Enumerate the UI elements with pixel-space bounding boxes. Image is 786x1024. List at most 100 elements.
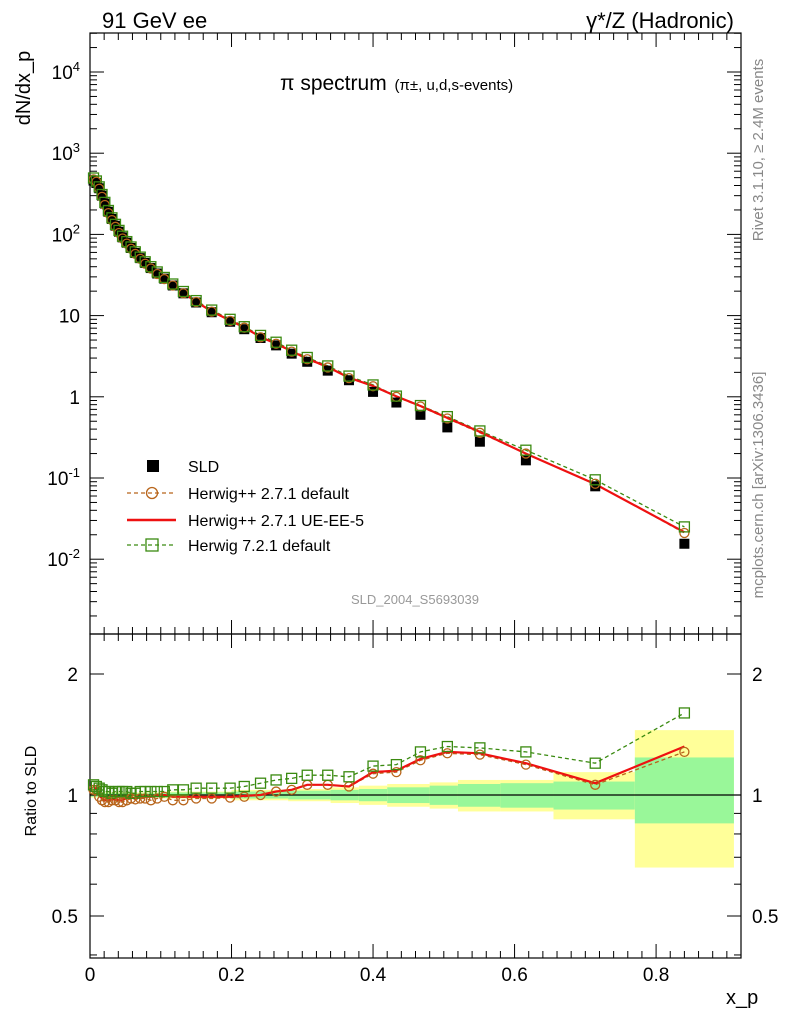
sld-point [474,436,485,447]
ratio-hw271-default-point [367,768,379,779]
mcplots-site-label: mcplots.cern.ch [arXiv:1306.3436] [750,372,767,599]
sld-point [126,243,137,254]
sld-point [167,280,178,291]
hw721-default-point [322,360,334,372]
sld-point [159,273,170,284]
ratio-x-tick-label: 0.2 [218,965,244,986]
hw721-default-point [367,379,379,391]
sld-point [368,386,379,397]
sld-point [117,232,128,243]
ratio-hw271-default-point [140,793,151,804]
ratio-uncertainty-bands [90,730,734,868]
ratio-y-tick-label-right: 0.5 [752,907,778,928]
ratio-hw721-default-point [151,785,163,798]
ratio-hw271-default-point [113,796,125,808]
main-y-tick-label: 10 [59,307,80,328]
ratio-y-tick-label: 2 [67,665,78,686]
ratio-hw721-default-point [270,774,282,786]
ratio-hw721-default-line [93,712,685,795]
ratio-hw721-default-point [678,707,691,719]
ratio-y-tick-label: 0.5 [52,907,78,928]
hw721-default-point [190,294,202,307]
hw721-default-point [177,285,190,298]
sld-point [391,397,402,408]
ratio-hw271-default-point [178,795,189,806]
ratio-xlabel: x_p [726,987,758,1009]
main-panel-marks [87,172,691,549]
sld-point [590,481,601,492]
hw721-default-point [474,425,486,437]
legend-label: Herwig 7.2.1 default [188,538,331,555]
ratio-ylabel: Ratio to SLD [23,746,40,837]
hw721-default-point [224,313,236,325]
sld-point [97,190,108,201]
sld-point [271,340,282,351]
sld-point [191,297,202,308]
sld-point [152,268,163,279]
main-ylabel-text: dN/dx_p [13,51,35,126]
ratio-hw721-default-point [322,769,334,781]
ratio-hw271-default-point [106,795,118,806]
ratio-hw721-default-point [254,777,267,789]
header-right-label: γ*/Z (Hadronic) [586,8,734,33]
ratio-hw721-default-point [589,757,601,769]
hw721-default-point [167,278,179,290]
ratio-hw721-default-point [301,769,313,781]
legend-hw721-default-marker [145,538,159,552]
ratio-hw721-default-point [390,758,403,771]
hw721-default-point [270,336,282,348]
ratio-y-tick-label-right: 1 [752,786,763,807]
sld-point [178,288,189,299]
hw721-default-point [254,329,267,342]
ratio-hw721-default-point [520,746,532,758]
ratio-x-tick-label: 0 [85,965,96,986]
ratio-hw271-default-point [520,759,532,770]
sld-point [103,206,114,217]
sld-point [255,332,266,343]
ratio-hw271-default-point [239,791,250,802]
ratio-x-tick-label: 0.6 [501,965,527,986]
hw721-default-point [206,304,218,316]
ratio-hw271-default-point [679,746,690,758]
chart-title-sub: (π±, u,d,s-events) [395,77,514,94]
main-y-tick-label: 104 [52,59,80,84]
ratio-hw271-default-point [167,795,178,806]
ratio-hw721-default-point [441,740,453,753]
sld-point [91,177,102,188]
rivet-version-label: Rivet 3.1.10, ≥ 2.4M events [750,59,767,242]
hw721-default-point [158,271,170,284]
ratio-hw721-default-point [238,780,250,793]
ratio-panel-axes: 0.5 0.5 1 1 2 2 0 0.2 0.4 0.6 0.8 [52,633,778,986]
main-y-tick-label: 10-2 [47,546,80,571]
ratio-hw721-default-point [190,782,202,794]
sld-point [99,198,110,209]
ratio-hw271-default-point [474,749,486,760]
main-y-tick-label: 10-1 [47,465,80,490]
ratio-x-tick-label: 0.4 [360,965,387,986]
main-y-tick-label: 1 [69,388,80,409]
chart-title: π spectrum (π±, u,d,s-events) [280,72,513,95]
sld-point [442,422,453,433]
legend-label: SLD [188,459,219,476]
ratio-hw721-default-point [145,785,157,798]
legend-label: Herwig++ 2.7.1 default [188,486,350,503]
ratio-hw271-default-point [190,793,202,804]
ratio-hw271-default-point [286,784,297,795]
ratio-hw721-default-point [139,785,151,798]
ratio-hw271-default-point [206,793,217,804]
hw271-default-point [679,527,690,539]
main-y-tick-label: 102 [52,221,80,246]
hw721-default-point [286,344,298,356]
legend-sld-marker [147,460,159,472]
ratio-hw271-default-line [93,751,685,803]
sld-point [206,307,217,318]
chart-title-main: π spectrum [280,72,387,95]
ratio-hw271-default-point [96,795,108,806]
analysis-label: SLD_2004_S5693039 [351,592,479,607]
ratio-hw271-default-point [415,755,426,766]
ratio-hw721-default-point [474,742,486,754]
ratio-hw721-default-point [414,746,427,758]
ratio-y-tick-label-right: 2 [752,665,763,686]
ratio-hw721-default-point [206,782,218,794]
